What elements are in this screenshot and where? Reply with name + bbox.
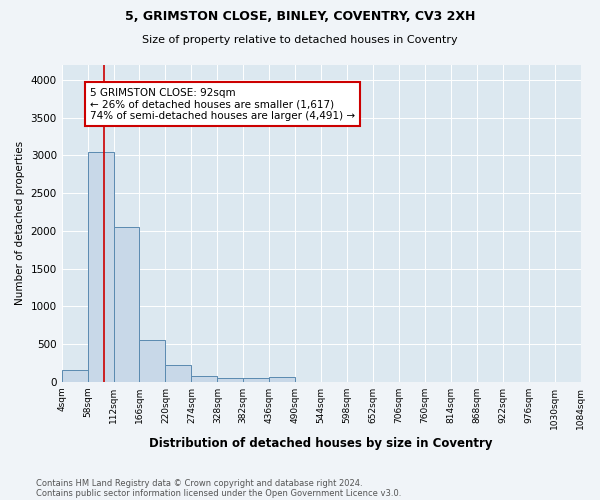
Bar xyxy=(217,378,243,382)
Bar xyxy=(191,376,217,382)
Text: Size of property relative to detached houses in Coventry: Size of property relative to detached ho… xyxy=(142,35,458,45)
Text: 5, GRIMSTON CLOSE, BINLEY, COVENTRY, CV3 2XH: 5, GRIMSTON CLOSE, BINLEY, COVENTRY, CV3… xyxy=(125,10,475,23)
Bar xyxy=(139,340,166,382)
Bar xyxy=(113,227,139,382)
Bar xyxy=(243,378,269,382)
Text: 5 GRIMSTON CLOSE: 92sqm
← 26% of detached houses are smaller (1,617)
74% of semi: 5 GRIMSTON CLOSE: 92sqm ← 26% of detache… xyxy=(90,88,355,121)
Bar xyxy=(62,370,88,382)
X-axis label: Distribution of detached houses by size in Coventry: Distribution of detached houses by size … xyxy=(149,437,493,450)
Text: Contains HM Land Registry data © Crown copyright and database right 2024.: Contains HM Land Registry data © Crown c… xyxy=(36,478,362,488)
Bar xyxy=(88,152,113,382)
Text: Contains public sector information licensed under the Open Government Licence v3: Contains public sector information licen… xyxy=(36,488,401,498)
Bar xyxy=(269,377,295,382)
Bar xyxy=(166,365,191,382)
Y-axis label: Number of detached properties: Number of detached properties xyxy=(15,142,25,306)
